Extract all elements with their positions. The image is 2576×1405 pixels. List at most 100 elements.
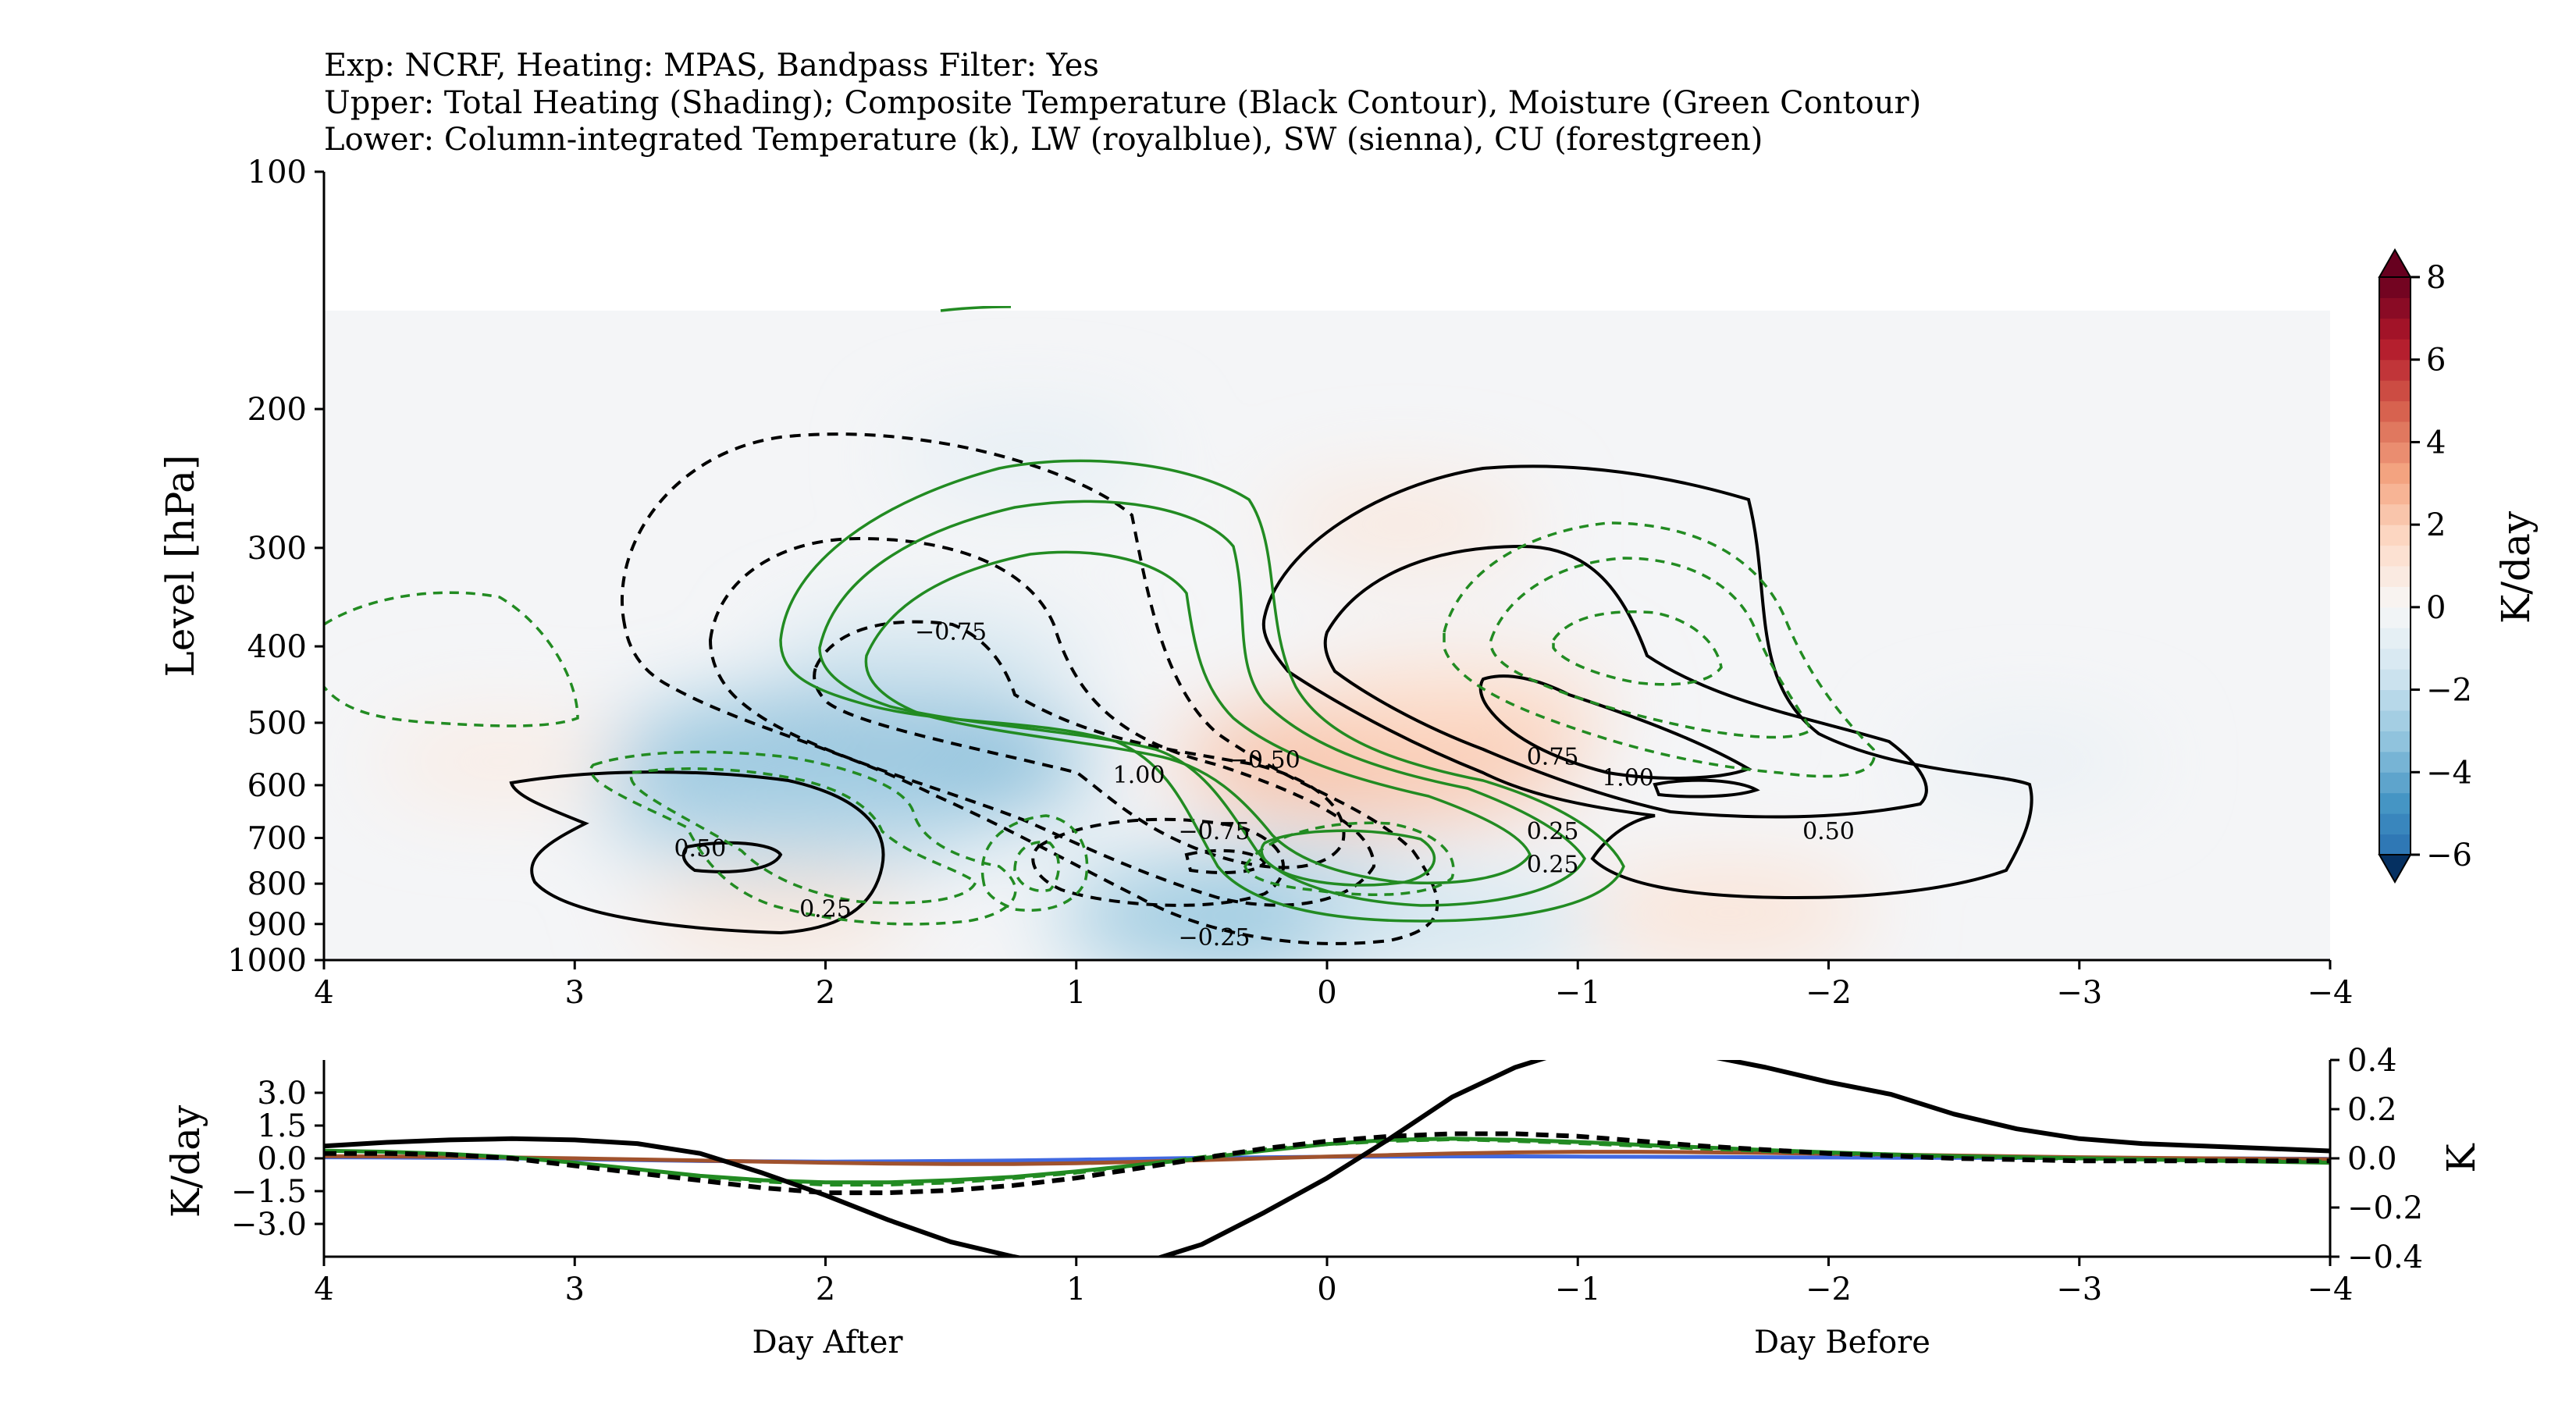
colorbar-band [2379,442,2411,464]
lower-x-axis: 4 3 2 1 0 −1 −2 −3 −4 [314,1257,2353,1307]
colorbar-tick-label-7: −6 [2426,838,2472,873]
lower-panel: 4 3 2 1 0 −1 −2 −3 −4 3.01.50.0−1.5−3.0 0.40.20.… [163,1043,2484,1361]
contour-label-0: −0.75 [915,618,987,646]
lower-x-tick-label-0: 4 [314,1272,333,1307]
series-line-5 [324,1131,2330,1196]
upper-y-tick-label-7: 800 [247,866,307,902]
heating-blob-8 [1294,663,1611,755]
heating-shading-blobs [375,418,2149,960]
heating-blob-9 [1269,484,1535,564]
header-line-3: Lower: Column-integrated Temperature (k)… [324,122,1763,158]
lower-series [324,1060,2330,1257]
heating-blob-1 [599,758,1002,868]
upper-x-tick-label-5: −1 [1555,975,1601,1011]
header-line-1: Exp: NCRF, Heating: MPAS, Bandpass Filte… [324,48,1099,84]
moisture-contour-pos-3 [864,550,1532,884]
lower-x-tick-label-3: 1 [1066,1272,1086,1307]
heating-blob-10 [1583,870,1873,955]
colorbar-band [2379,503,2411,525]
temperature-contour-pos-left [509,770,885,935]
lower-right-y-tick-label-4: −0.4 [2347,1240,2423,1275]
colorbar-band [2379,359,2411,381]
contour-labels: −0.75 −0.50 1.00 −0.75 0.50 0.25 −0.25 0.75 1.00… [674,618,1854,951]
colorbar-band [2379,606,2411,628]
upper-y-label: Level [hPa] [158,455,203,678]
colorbar-band [2379,669,2411,691]
temperature-contour-neg-inner [813,620,1346,870]
lower-y-axis-right: 0.4 0.2 0.0 −0.2 −0.4 [2330,1043,2423,1275]
moisture-contour-neg-left-top [324,591,579,727]
figure-header: Exp: NCRF, Heating: MPAS, Bandpass Filte… [324,48,1921,158]
upper-y-tick-label-6: 700 [247,821,307,857]
upper-x-tick-label-4: 0 [1317,975,1336,1011]
lower-x-tick-label-1: 3 [565,1272,585,1307]
upper-y-tick-label-4: 500 [247,706,307,742]
moisture-contour-neg-mid-inner [1013,841,1060,892]
moisture-contour-neg-right-1 [1443,521,1876,778]
colorbar-band [2379,380,2411,402]
contour-label-1: −0.50 [1229,747,1300,774]
upper-y-tick-label-3: 400 [247,629,307,665]
colorbar-extend-bottom [2378,854,2412,884]
no-data-region [324,306,2330,311]
colorbar-band [2379,277,2411,298]
colorbar-band [2379,586,2411,608]
colorbar-band [2379,525,2411,546]
upper-y-tick-label-0: 100 [247,155,307,190]
contour-label-11: 0.50 [1802,818,1855,845]
contour-label-5: 0.25 [799,895,852,923]
colorbar-tick-label-3: 2 [2426,507,2446,543]
moisture-contour-pos-2 [818,500,1587,907]
contour-label-9: 0.25 [1527,818,1579,845]
moisture-contour-neg-left-low-2 [629,767,978,905]
x-label-day-before: Day Before [1754,1325,1930,1361]
colorbar-band [2379,318,2411,340]
upper-x-tick-label-1: 3 [565,975,585,1011]
moisture-contour-neg-right-low [1244,821,1455,896]
temperature-contour-pos-right-core [1653,778,1760,799]
contour-label-10: 0.25 [1527,852,1579,879]
upper-panel: −0.75 −0.50 1.00 −0.75 0.50 0.25 −0.25 0.75 1.00… [158,155,2353,1011]
temperature-contour-neg-mid [708,536,1376,907]
upper-x-tick-label-3: 1 [1066,975,1086,1011]
heating-blob-11 [639,871,913,953]
lower-y-tick-label-3: −1.5 [231,1174,307,1210]
moisture-contours [324,306,1876,926]
colorbar-band [2379,751,2411,773]
upper-y-tick-label-2: 300 [247,531,307,567]
lower-y-tick-label-2: 0.0 [257,1141,307,1177]
colorbar-band [2379,462,2411,484]
colorbar-band [2379,400,2411,422]
colorbar-extend-top [2378,247,2412,278]
colorbar-tick-label-4: 0 [2426,590,2446,626]
upper-x-tick-label-0: 4 [314,975,333,1011]
lower-y-label-right: K [2439,1143,2484,1173]
heating-blob-5 [898,418,1155,496]
upper-y-tick-label-9: 1000 [227,943,307,979]
contour-label-7: 0.75 [1527,744,1579,771]
heating-blob-12 [375,724,624,800]
moisture-contour-pos-4 [1260,829,1436,887]
header-line-2: Upper: Total Heating (Shading); Composit… [324,85,1921,121]
lower-right-y-tick-label-1: 0.2 [2347,1092,2397,1128]
colorbar-band [2379,483,2411,505]
moisture-contour-neg-right-3 [1552,610,1723,686]
colorbar-band [2379,545,2411,567]
upper-y-tick-label-8: 900 [247,907,307,943]
series-line-4 [324,1060,2330,1257]
moisture-contour-neg-right-2 [1489,557,1813,739]
colorbar-band [2379,792,2411,814]
upper-x-axis: 4 3 2 1 0 −1 −2 −3 −4 [314,960,2353,1011]
heating-shading [324,306,2330,960]
upper-x-tick-label-7: −3 [2056,975,2102,1011]
series-line-3 [324,1136,2330,1187]
colorbar-band [2379,566,2411,587]
temperature-contour-neg-core [1184,848,1267,874]
contour-label-8: 1.00 [1602,765,1654,792]
lower-x-tick-label-8: −4 [2307,1272,2354,1307]
colorbar-bands [2379,277,2411,855]
colorbar-band [2379,834,2411,855]
heating-blob-6 [1909,724,2149,799]
colorbar-band [2379,339,2411,361]
lower-right-y-tick-label-2: 0.0 [2347,1141,2397,1177]
